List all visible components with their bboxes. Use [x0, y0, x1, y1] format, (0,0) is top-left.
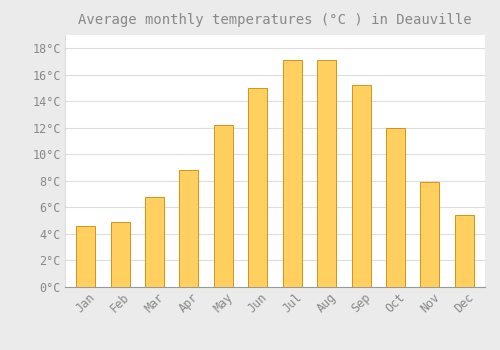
Bar — [76, 226, 95, 287]
Bar — [214, 125, 233, 287]
Bar — [110, 222, 130, 287]
Bar — [386, 128, 405, 287]
Bar — [455, 215, 474, 287]
Bar — [352, 85, 370, 287]
Bar — [420, 182, 440, 287]
Bar — [248, 88, 268, 287]
Bar — [145, 197, 164, 287]
Bar — [282, 60, 302, 287]
Title: Average monthly temperatures (°C ) in Deauville: Average monthly temperatures (°C ) in De… — [78, 13, 472, 27]
Bar — [317, 60, 336, 287]
Bar — [180, 170, 199, 287]
